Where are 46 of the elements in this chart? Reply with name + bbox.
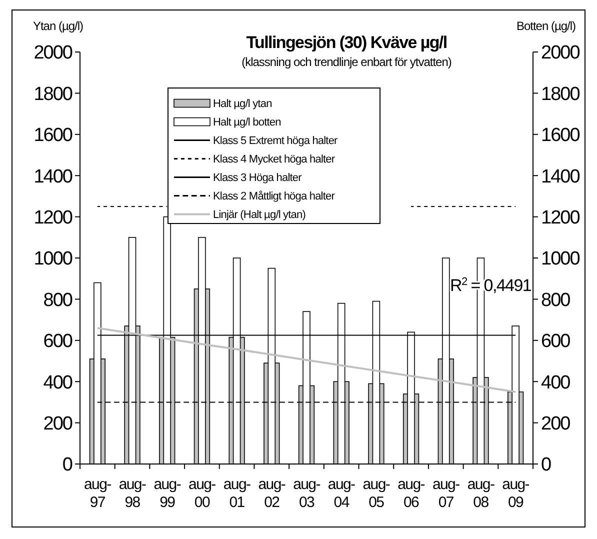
y-tick-label: 1800 [34,84,72,105]
x-tick-label: aug-99 [154,476,182,511]
y-axis-title: Ytan (µg/l) [32,19,84,33]
legend-label: Klass 5 Extremt höga halter [213,135,338,148]
y-tick-label: 2000 [34,42,72,64]
x-tick-label: aug-04 [328,476,356,511]
legend-label: Linjär (Halt µg/l ytan) [213,209,306,222]
x-tick-label: aug-97 [84,476,112,511]
y2-tick-label: 1000 [541,248,580,270]
x-tick-label: aug-02 [258,476,286,511]
y2-tick-label: 200 [541,413,570,434]
x-tick-label: aug-06 [398,476,426,511]
y2-tick-label: 600 [541,331,570,352]
x-tick-label: aug-07 [432,476,460,511]
y2-tick-label: 2000 [541,42,580,64]
x-tick-label: aug-00 [188,476,216,511]
y2-tick-label: 1400 [541,166,580,188]
y2-tick-label: 1800 [541,84,580,105]
legend-label: Klass 4 Mycket höga halter [213,154,336,166]
y-tick-label: 600 [43,331,72,352]
legend-label: Klass 3 Höga halter [213,172,302,184]
y2-axis-title: Botten (µg/l) [516,19,576,33]
y2-tick-label: 1200 [541,207,580,228]
y-tick-label: 400 [43,372,72,394]
y2-tick-label: 1600 [541,125,580,146]
y2-tick-label: 400 [541,372,570,394]
x-tick-label: aug-03 [293,476,321,511]
y-tick-label: 200 [43,413,72,434]
y-tick-label: 1400 [34,166,72,188]
legend-label: Klass 2 Måttligt höga halter [213,190,336,203]
y2-tick-label: 0 [541,454,551,476]
chart-title: Tullingesjön (30) Kväve µg/l [246,33,447,52]
x-tick-label: aug-98 [118,476,146,511]
x-tick-label: aug-01 [223,476,252,511]
x-tick-label: aug-08 [467,476,495,511]
y-tick-label: 0 [62,454,72,476]
y-tick-label: 1600 [34,125,72,146]
chart-subtitle: (klassning och trendlinje enbart för ytvatten) [242,55,452,69]
y-tick-label: 1200 [34,207,72,228]
x-tick-label: aug-05 [362,476,390,511]
y2-tick-label: 800 [541,290,570,311]
y-tick-label: 1000 [34,248,72,270]
legend-label: Halt µg/l ytan [213,98,272,110]
x-tick-label: aug-09 [502,476,530,511]
legend-label: Halt µg/l botten [213,116,282,129]
y-tick-label: 800 [43,290,72,311]
